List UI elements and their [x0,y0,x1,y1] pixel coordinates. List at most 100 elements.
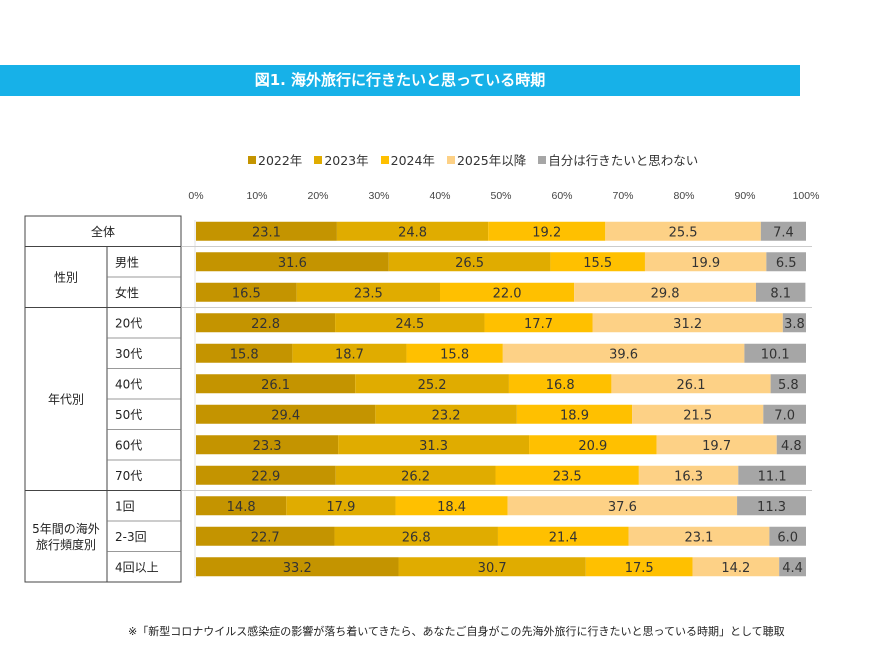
data-label: 3.8 [784,317,805,332]
legend-item: 2023年 [314,150,369,169]
legend-item: 2024年 [380,150,435,169]
bar-segment [550,252,645,272]
data-label: 22.7 [251,530,280,545]
bar-segment [508,374,612,394]
footnote: ※「新型コロナウイルス感染症の影響が落ち着いてきたら、あなたご自身がこの先海外旅… [128,625,785,638]
x-tick-label: 40% [429,190,450,202]
data-label: 19.7 [702,439,731,454]
bar-segment [763,404,806,424]
bar-segment [440,282,575,302]
group-label: 年代別 [48,393,84,407]
bar-segment [738,465,806,485]
bar-segment [338,435,530,455]
data-label: 14.2 [721,561,750,576]
data-label: 11.3 [757,500,786,515]
data-label: 23.2 [432,408,461,423]
bar-segment [766,252,806,272]
bar-segment [196,435,339,455]
group-label: 旅行頻度別 [36,537,96,552]
row-label: 1回 [115,499,135,513]
bar-segment [779,557,806,577]
row-label: 40代 [115,377,142,391]
data-label: 26.5 [455,256,484,271]
bar-segment [388,252,551,272]
data-label: 16.3 [674,469,703,484]
data-label: 18.9 [560,408,589,423]
x-tick-label: 60% [551,190,572,202]
x-tick-label: 70% [612,190,633,202]
bar-segment [196,374,356,394]
data-label: 22.0 [493,286,522,301]
bar-segment [336,221,489,241]
bar-segment [529,435,657,455]
data-label: 18.7 [335,347,364,362]
chart-legend: 2022年 2023年 2024年 2025年以降 自分は行きたいと思わない [248,150,698,169]
x-tick-label: 30% [368,190,389,202]
bar-segment [592,313,783,333]
x-tick-label: 90% [734,190,755,202]
bar-segment [611,374,771,394]
bar-segment [644,252,767,272]
data-label: 29.8 [651,286,680,301]
data-label: 31.2 [673,317,702,332]
bar-segment [605,221,761,241]
row-label: 4回以上 [115,560,159,574]
data-label: 17.5 [625,561,654,576]
data-label: 7.4 [773,225,794,240]
bar-segment [574,282,756,302]
bar-segment [632,404,764,424]
data-label: 6.0 [777,530,798,545]
data-label: 4.4 [782,561,803,576]
bar-segment [755,282,806,302]
row-label: 男性 [115,255,139,269]
data-label: 23.1 [684,530,713,545]
bar-segment [395,496,508,516]
legend-swatch [380,155,389,164]
bar-segment [776,435,806,455]
bar-segment [760,221,806,241]
bar-segment [286,496,396,516]
row-label: 20代 [115,316,142,330]
bar-segment [406,343,503,363]
data-label: 24.8 [398,225,427,240]
legend-item: 2025年以降 [446,150,526,169]
data-label: 17.9 [326,500,355,515]
table-group-border [24,490,182,583]
x-tick-label: 0% [188,190,203,202]
row-label: 70代 [115,469,142,483]
data-label: 11.1 [758,469,787,484]
bar-segment [196,526,335,546]
data-label: 16.8 [546,378,575,393]
data-label: 37.6 [608,500,637,515]
bar-segment [502,343,745,363]
data-label: 15.8 [230,347,259,362]
data-label: 25.2 [418,378,447,393]
group-label: 5年間の海外 [32,521,100,536]
bar-segment [196,496,287,516]
data-label: 22.8 [251,317,280,332]
bar-segment [296,282,440,302]
bar-segment [692,557,780,577]
data-label: 10.1 [761,347,790,362]
legend-swatch [446,155,455,164]
legend-item: 自分は行きたいと思わない [538,150,698,169]
bar-segment [196,221,337,241]
data-label: 31.6 [278,256,307,271]
legend-label: 自分は行きたいと思わない [548,153,699,168]
data-label: 29.4 [271,408,300,423]
bar-segment [507,496,738,516]
bar-segment [516,404,633,424]
data-label: 39.6 [609,347,638,362]
data-label: 7.0 [774,408,795,423]
x-tick-label: 10% [246,190,267,202]
data-label: 23.5 [553,469,582,484]
row-label: 女性 [115,285,139,300]
bar-segment [292,343,407,363]
data-label: 23.1 [252,225,281,240]
data-label: 15.8 [440,347,469,362]
legend-swatch [538,155,547,164]
data-label: 6.5 [776,256,797,271]
x-tick-label: 20% [307,190,328,202]
bar-segment [398,557,586,577]
data-label: 19.9 [691,256,720,271]
